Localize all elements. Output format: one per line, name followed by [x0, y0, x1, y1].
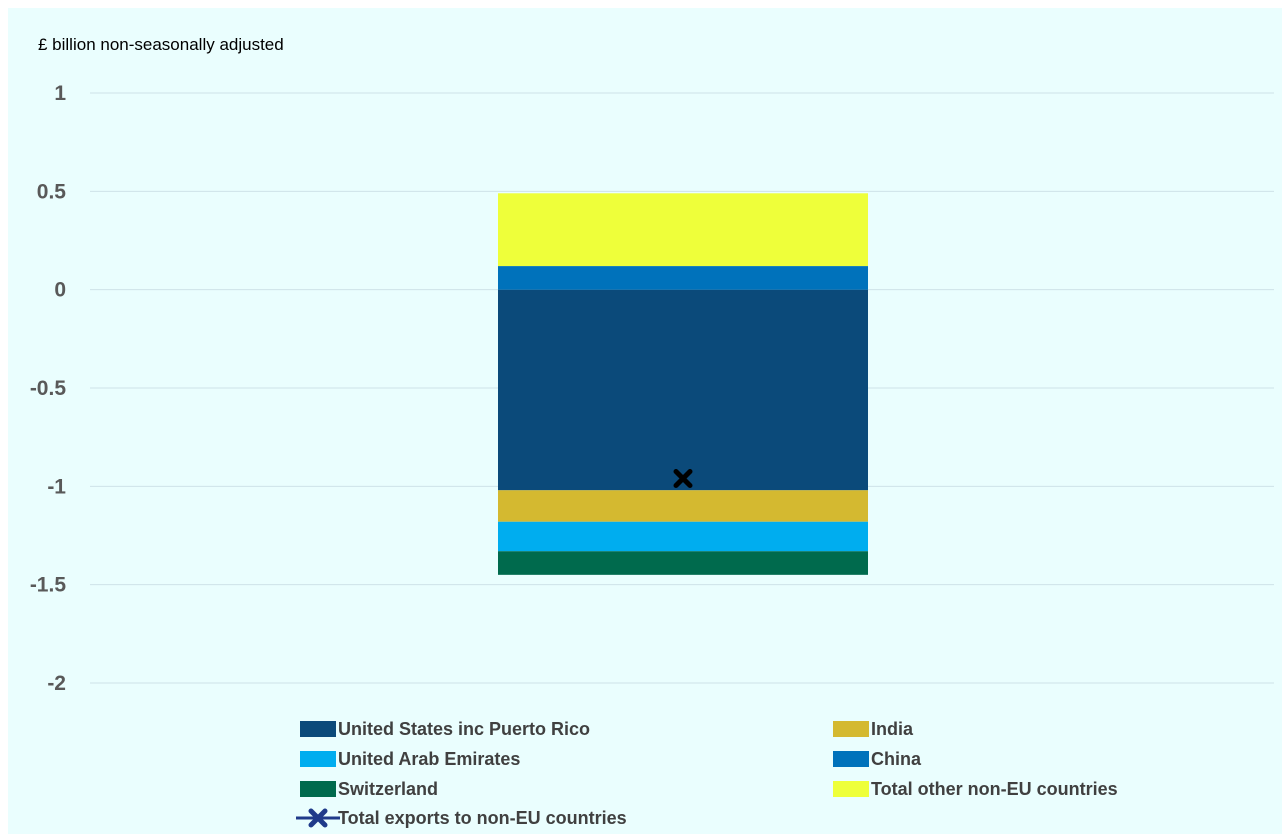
legend-item: Switzerland: [300, 779, 438, 799]
legend-label: China: [871, 749, 922, 769]
y-tick-label: -1: [47, 475, 66, 498]
stacked-bars: [498, 193, 868, 575]
bar-segment-china: [498, 266, 868, 290]
legend-swatch: [833, 721, 869, 737]
bar-segment-united-states-inc-puerto-rico: [498, 289, 868, 491]
legend-item: United States inc Puerto Rico: [300, 719, 590, 739]
legend-label: Total exports to non-EU countries: [338, 808, 627, 828]
y-tick-label: -1.5: [30, 574, 67, 597]
total-markers: [673, 468, 693, 488]
legend-label: Switzerland: [338, 779, 438, 799]
legend-label: United Arab Emirates: [338, 749, 520, 769]
legend-swatch: [833, 781, 869, 797]
legend-item-total: Total exports to non-EU countries: [296, 808, 627, 828]
bar-segment-united-arab-emirates: [498, 521, 868, 552]
y-tick-label: 0: [54, 279, 66, 302]
y-tick-label: 0.5: [37, 180, 67, 203]
y-tick-label: -2: [47, 672, 66, 695]
y-tick-label: -0.5: [30, 377, 67, 400]
legend-label: United States inc Puerto Rico: [338, 719, 590, 739]
legend-label: India: [871, 719, 914, 739]
bar-segment-total-other-non-eu-countries: [498, 193, 868, 267]
legend-item: China: [833, 749, 922, 769]
bar-segment-switzerland: [498, 551, 868, 575]
bar-segment-india: [498, 490, 868, 522]
legend-swatch: [300, 751, 336, 767]
legend-swatch: [300, 721, 336, 737]
legend-swatch: [833, 751, 869, 767]
unit-label: £ billion non-seasonally adjusted: [38, 35, 284, 54]
legend: United States inc Puerto Rico India United…: [296, 719, 1118, 828]
legend-label: Total other non-EU countries: [871, 779, 1118, 799]
y-tick-label: 1: [54, 82, 66, 105]
legend-item: Total other non-EU countries: [833, 779, 1118, 799]
legend-marker: [308, 808, 328, 828]
y-axis-ticks: 1 0.5 0 -0.5 -1 -1.5 -2: [30, 82, 67, 695]
legend-item: India: [833, 719, 914, 739]
legend-item: United Arab Emirates: [300, 749, 520, 769]
total-marker: [673, 468, 693, 488]
legend-swatch: [300, 781, 336, 797]
